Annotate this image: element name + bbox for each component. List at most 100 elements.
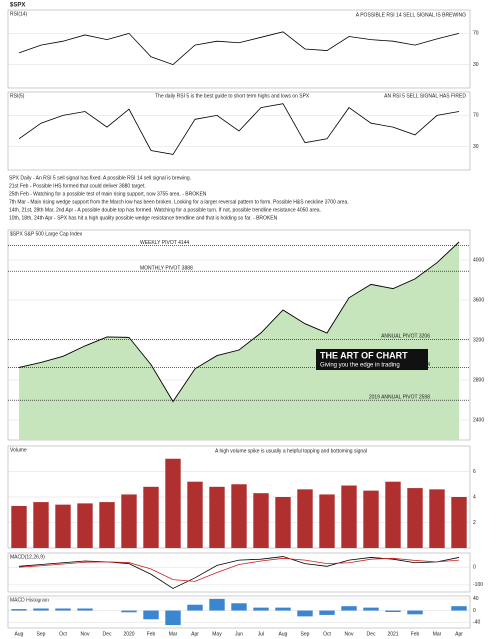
- bar: [165, 610, 181, 626]
- bar: [451, 606, 467, 611]
- commentary: 10th, 18th, 24th Apr - SPX has hit a hig…: [9, 215, 278, 221]
- panel-frame: [7, 9, 471, 89]
- commentary: SPX Daily - An RSI 5 sell signal has fix…: [9, 175, 191, 181]
- pivot-label: WEEKLY PIVOT 4144: [140, 240, 189, 246]
- y-tick-label: 3200: [473, 337, 484, 343]
- bar: [209, 486, 225, 548]
- x-tick-label: Oct: [323, 631, 331, 637]
- x-tick-label: Apr: [191, 631, 199, 637]
- bar: [33, 608, 49, 611]
- y-tick-label: 40: [473, 596, 479, 602]
- bar: [77, 503, 93, 548]
- bar: [341, 606, 357, 611]
- chart-title: $SPX: [10, 3, 25, 9]
- y-tick-label: 2400: [473, 417, 484, 423]
- bar: [429, 489, 445, 548]
- note: A POSSIBLE RSI 14 SELL SIGNAL IS BREWING: [356, 12, 466, 18]
- bar: [407, 610, 423, 615]
- commentary: 25th Feb - Watching for a possible test …: [9, 191, 207, 197]
- bar: [319, 610, 335, 615]
- pivot-label: 2019 ANNUAL PIVOT 2598: [369, 395, 430, 401]
- x-tick-label: Jun: [235, 631, 243, 637]
- y-tick-label: -40: [473, 620, 480, 626]
- x-tick-label: Nov: [81, 631, 90, 637]
- y-tick-label: 2: [473, 520, 476, 526]
- pivot-label: MONTHLY PIVOT 3888: [140, 266, 193, 272]
- price-area: [19, 242, 459, 440]
- x-tick-label: 2021: [387, 631, 398, 637]
- bar: [253, 493, 269, 548]
- y-tick-label: 3600: [473, 297, 484, 303]
- panel-frame: [7, 595, 471, 629]
- series-line: [18, 557, 460, 582]
- note: A high volume spike is usually a helpful…: [215, 448, 367, 454]
- x-tick-label: Sep: [37, 631, 46, 637]
- y-tick-label: 70: [473, 31, 479, 37]
- bar: [55, 504, 71, 548]
- x-tick-label: Apr: [455, 631, 463, 637]
- x-tick-label: Aug: [15, 631, 24, 637]
- commentary: 21st Feb - Possible IHS formed that coul…: [9, 183, 146, 189]
- bar: [253, 607, 269, 611]
- x-tick-label: Dec: [103, 631, 112, 637]
- logo-text: THE ART OF CHART: [320, 350, 408, 360]
- bar: [209, 598, 225, 611]
- x-tick-label: Feb: [147, 631, 156, 637]
- x-tick-label: Mar: [433, 631, 442, 637]
- panel-label: MACD(12,26,9): [10, 554, 45, 560]
- y-tick-label: 30: [473, 62, 479, 68]
- panel-label: RSI(14): [10, 11, 28, 17]
- x-tick-label: Jul: [258, 631, 264, 637]
- logo-text: Giving you the edge in trading: [320, 363, 400, 369]
- bar: [231, 484, 247, 548]
- x-tick-label: Dec: [367, 631, 376, 637]
- bar: [231, 603, 247, 611]
- y-tick-label: 0: [473, 608, 476, 614]
- bar: [121, 494, 137, 548]
- series-line: [18, 103, 460, 155]
- note: The daily RSI 5 is the best guide to sho…: [155, 93, 310, 99]
- bar: [33, 502, 49, 548]
- bar: [11, 505, 27, 548]
- commentary: 7th Mar - Main rising wedge support from…: [9, 199, 349, 205]
- bar: [187, 604, 203, 611]
- bar: [385, 610, 401, 612]
- bar: [363, 490, 379, 548]
- price-line: [18, 241, 460, 403]
- bar: [143, 486, 159, 548]
- bar: [275, 607, 291, 611]
- y-tick-label: 0: [473, 565, 476, 571]
- note: AN RSI 5 SELL SIGNAL HAS FIRED: [384, 93, 466, 99]
- x-tick-label: 2020: [123, 631, 134, 637]
- bar: [77, 608, 93, 611]
- bar: [11, 609, 27, 611]
- bar: [55, 608, 71, 611]
- bar: [143, 610, 159, 620]
- bar: [121, 610, 137, 613]
- y-tick-label: 70: [473, 113, 479, 119]
- bar: [187, 481, 203, 548]
- bar: [165, 458, 181, 548]
- y-tick-label: 4000: [473, 257, 484, 263]
- bar: [341, 485, 357, 548]
- x-tick-label: Mar: [169, 631, 178, 637]
- series-line: [18, 31, 460, 66]
- panel-label: MACD Histogram: [10, 597, 49, 603]
- x-tick-label: May: [212, 631, 222, 637]
- bar: [297, 610, 313, 617]
- logo-backdrop: [316, 349, 428, 370]
- x-tick-label: Feb: [411, 631, 420, 637]
- bar: [275, 497, 291, 548]
- x-tick-label: Sep: [301, 631, 310, 637]
- bar: [363, 607, 379, 611]
- y-tick-label: 6: [473, 469, 476, 475]
- y-tick-label: -100: [473, 582, 483, 588]
- panel-label: $SPX S&P 500 Large Cap Index: [10, 231, 83, 237]
- x-tick-label: Aug: [279, 631, 288, 637]
- bar: [297, 489, 313, 548]
- x-tick-label: Oct: [59, 631, 67, 637]
- bar: [451, 497, 467, 548]
- bar: [319, 494, 335, 548]
